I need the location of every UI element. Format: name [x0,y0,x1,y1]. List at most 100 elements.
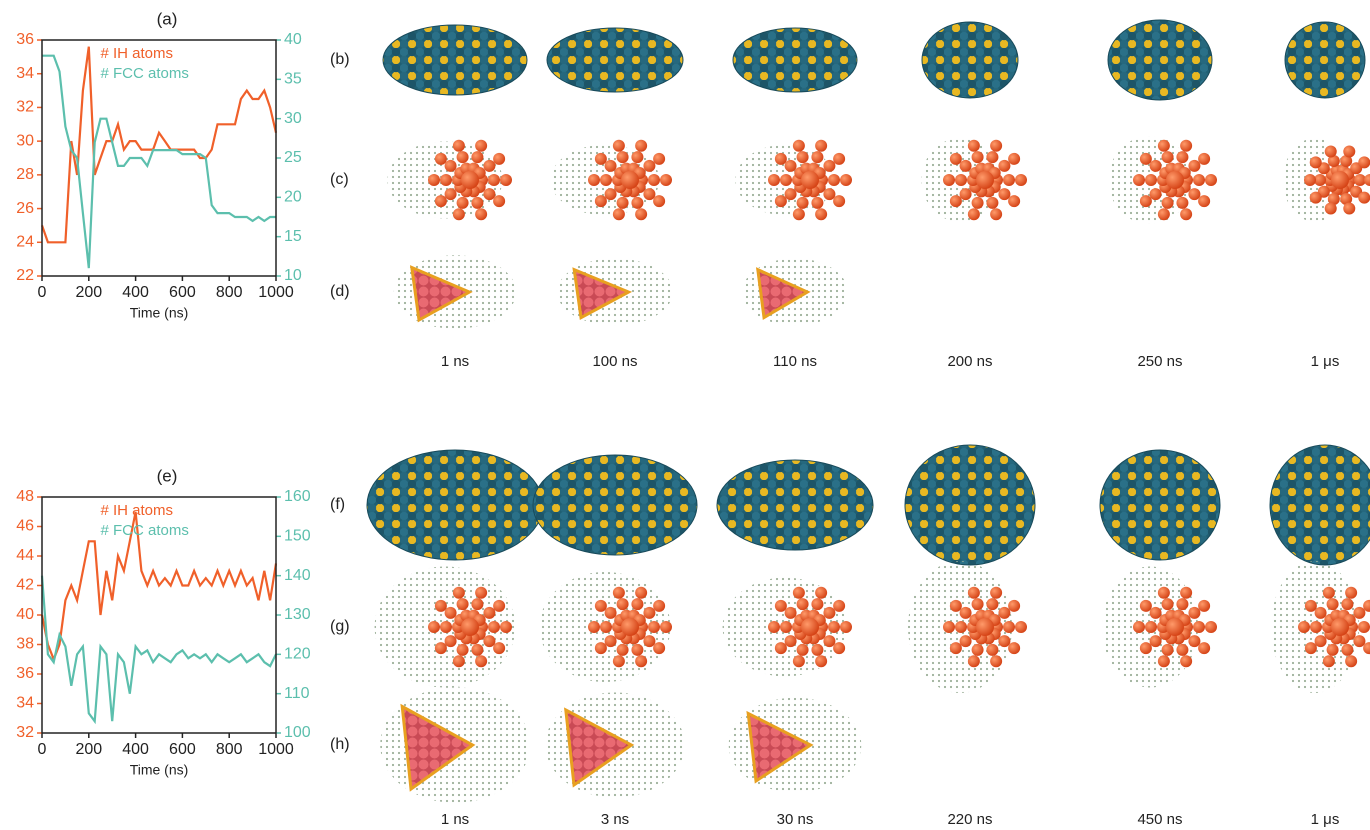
x-tick-label: 200 [75,741,102,758]
atom [1149,159,1162,172]
x-tick-label: 400 [122,284,149,301]
atom [998,606,1011,619]
atom [1298,621,1310,633]
snapshots [366,19,1370,803]
atom [796,196,809,209]
cluster-surface [546,27,684,93]
y2-tick-label: 100 [284,724,311,741]
atom [452,139,465,152]
atom [1304,642,1317,655]
row-label: (c) [330,171,349,188]
atom [648,174,660,186]
atom [1133,174,1145,186]
row-label: (f) [330,496,345,513]
x-axis-label: Time (ns) [130,305,189,321]
y-tick-label: 36 [16,31,34,48]
atom [631,196,644,209]
atom [475,139,488,152]
atom [1327,154,1340,167]
chart-title: (e) [157,466,178,485]
atom [1157,586,1170,599]
atom [1309,156,1322,169]
atom [452,655,465,668]
atom [1363,599,1370,612]
plot-frame [41,39,277,277]
atom [796,151,809,164]
x-tick-label: 800 [216,284,243,301]
cluster-surface [921,21,1019,99]
ih-core [409,265,473,323]
atom [594,599,607,612]
x-tick-label: 200 [75,284,102,301]
atom [998,635,1011,648]
atom [990,586,1003,599]
atom [784,635,797,648]
y-tick-label: 26 [16,200,34,217]
atom [500,174,512,186]
atom [976,171,994,189]
plot-frame [41,496,277,734]
data-line [40,575,277,725]
atom [1322,655,1335,668]
data-line [40,511,278,663]
atom [990,139,1003,152]
atom [594,642,607,655]
atom [1304,599,1317,612]
atom [1176,196,1189,209]
atom [833,152,846,165]
atom [1145,174,1157,186]
atom [1198,195,1211,208]
atom [635,139,648,152]
atom [1310,621,1322,633]
y-tick-label: 32 [16,724,34,741]
time-label: 1 ns [441,811,469,828]
atom [1314,606,1327,619]
atom [986,643,999,656]
atom [604,635,617,648]
cluster-surface [1269,444,1370,566]
atom [823,188,836,201]
atom [471,151,484,164]
atom [1003,621,1015,633]
y-tick-label: 28 [16,166,34,183]
atom [1139,152,1152,165]
row-label: (h) [330,736,350,753]
y2-tick-label: 35 [284,71,302,88]
atom [456,643,469,656]
atom [823,606,836,619]
atom [774,599,787,612]
y2-tick-label: 30 [284,110,302,127]
atom [959,606,972,619]
atom [604,606,617,619]
atom [631,151,644,164]
y-tick-label: 48 [16,488,34,505]
atom [792,208,805,221]
atom [643,606,656,619]
atom [1008,599,1021,612]
atom [440,174,452,186]
atom [488,174,500,186]
atom [1326,643,1339,656]
atom [631,643,644,656]
atom [1198,152,1211,165]
atom [434,642,447,655]
atom [1340,193,1353,206]
atom [1008,195,1021,208]
atom [500,621,512,633]
atom [1161,196,1174,209]
atom [604,159,617,172]
atom [815,655,828,668]
atom [653,599,666,612]
atom [1180,586,1193,599]
atom [1166,618,1184,636]
atom [1193,174,1205,186]
atom [1161,643,1174,656]
atom [648,621,660,633]
atom [833,195,846,208]
atom [631,598,644,611]
data-line [42,54,276,269]
atom [653,152,666,165]
atom [635,655,648,668]
atom [643,188,656,201]
atom [444,606,457,619]
